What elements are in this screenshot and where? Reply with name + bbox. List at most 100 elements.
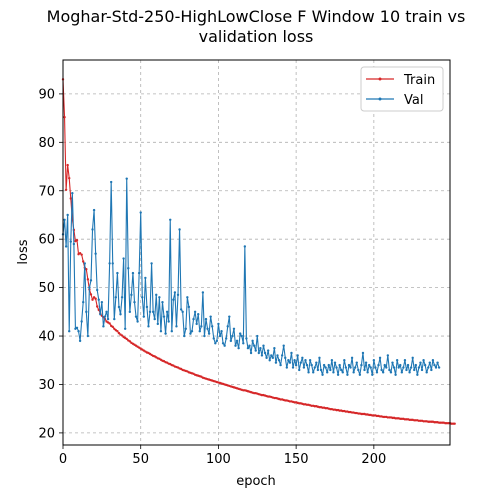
val-point xyxy=(137,271,141,275)
val-point xyxy=(319,368,323,372)
val-point xyxy=(122,257,125,260)
val-point xyxy=(284,356,287,360)
val-point xyxy=(349,366,352,369)
val-point xyxy=(119,313,122,316)
x-tick-label: 150 xyxy=(284,452,309,467)
val-point xyxy=(68,329,71,333)
val-point xyxy=(381,371,385,374)
val-point xyxy=(273,346,276,350)
val-point xyxy=(374,366,377,369)
val-point xyxy=(367,363,371,367)
val-point xyxy=(246,346,250,350)
val-point xyxy=(134,315,138,318)
val-point xyxy=(301,356,304,360)
y-tick-label: 30 xyxy=(38,378,55,393)
val-point xyxy=(248,344,251,347)
legend-train-label: Train xyxy=(403,73,435,88)
val-point xyxy=(321,373,324,376)
val-point xyxy=(326,371,329,374)
val-point xyxy=(341,371,344,374)
x-tick-label: 200 xyxy=(361,452,386,467)
val-point xyxy=(252,344,256,347)
train-point xyxy=(111,325,114,329)
val-point xyxy=(80,320,83,323)
val-point xyxy=(271,356,275,360)
val-point xyxy=(127,267,130,270)
train-point xyxy=(89,293,93,296)
legend-train-marker xyxy=(378,77,382,81)
val-point xyxy=(399,363,402,367)
val-point xyxy=(332,371,335,374)
train-point xyxy=(82,260,85,263)
val-point xyxy=(63,218,66,222)
val-point xyxy=(77,329,80,333)
val-point xyxy=(94,252,97,255)
val-point xyxy=(357,368,360,372)
val-point xyxy=(423,363,427,367)
val-point xyxy=(144,276,147,280)
val-point xyxy=(380,368,383,372)
legend-box xyxy=(360,66,444,112)
val-point xyxy=(206,327,209,330)
chart-title-line-1: Moghar-Std-250-HighLowClose F Window 10 … xyxy=(47,7,466,26)
val-point xyxy=(141,296,144,299)
val-point xyxy=(91,228,94,231)
val-point xyxy=(66,213,69,217)
val-point xyxy=(170,329,173,333)
train-point xyxy=(80,253,83,256)
val-point xyxy=(131,271,135,275)
train-point xyxy=(117,331,121,335)
val-point xyxy=(431,359,435,362)
val-point xyxy=(120,296,124,299)
val-point xyxy=(218,334,222,338)
val-point xyxy=(221,342,225,345)
val-point xyxy=(193,310,197,314)
val-point xyxy=(274,361,278,364)
val-point xyxy=(161,300,164,304)
series-val xyxy=(61,177,441,376)
val-point xyxy=(114,296,118,299)
val-point xyxy=(322,363,326,367)
val-point xyxy=(353,366,357,369)
val-point xyxy=(211,325,214,328)
val-point xyxy=(408,371,411,374)
val-point xyxy=(217,322,220,326)
train-point xyxy=(69,197,72,200)
val-point xyxy=(153,317,156,321)
val-point xyxy=(75,326,79,330)
val-point xyxy=(187,305,191,309)
val-point xyxy=(312,371,315,374)
val-point xyxy=(215,339,219,343)
val-point xyxy=(224,337,228,340)
val-point xyxy=(259,346,262,350)
val-point xyxy=(405,368,408,372)
val-point xyxy=(310,363,313,367)
val-point xyxy=(165,310,169,314)
val-point xyxy=(150,262,153,265)
val-point xyxy=(99,313,102,316)
val-point xyxy=(385,366,388,369)
y-tick-label: 50 xyxy=(38,281,55,296)
val-point xyxy=(363,368,366,372)
legend-val-label: Val xyxy=(404,93,423,108)
val-point xyxy=(200,325,203,328)
val-point xyxy=(229,339,233,343)
x-tick-label: 0 xyxy=(59,452,67,467)
ticks: 0 50 100 150 200 20 30 40 50 60 70 80 90 xyxy=(38,87,386,467)
val-point xyxy=(183,334,186,338)
val-point xyxy=(82,300,85,304)
val-point xyxy=(113,317,116,321)
val-point xyxy=(409,366,413,369)
val-point xyxy=(293,359,296,362)
val-point xyxy=(102,325,105,328)
val-point xyxy=(391,361,394,364)
val-point xyxy=(71,191,74,195)
y-tick-label: 60 xyxy=(38,233,55,248)
val-point xyxy=(355,361,358,364)
val-point xyxy=(437,366,441,369)
val-point xyxy=(366,371,369,374)
val-point xyxy=(313,366,316,369)
val-point xyxy=(133,300,136,304)
val-point xyxy=(330,359,334,362)
